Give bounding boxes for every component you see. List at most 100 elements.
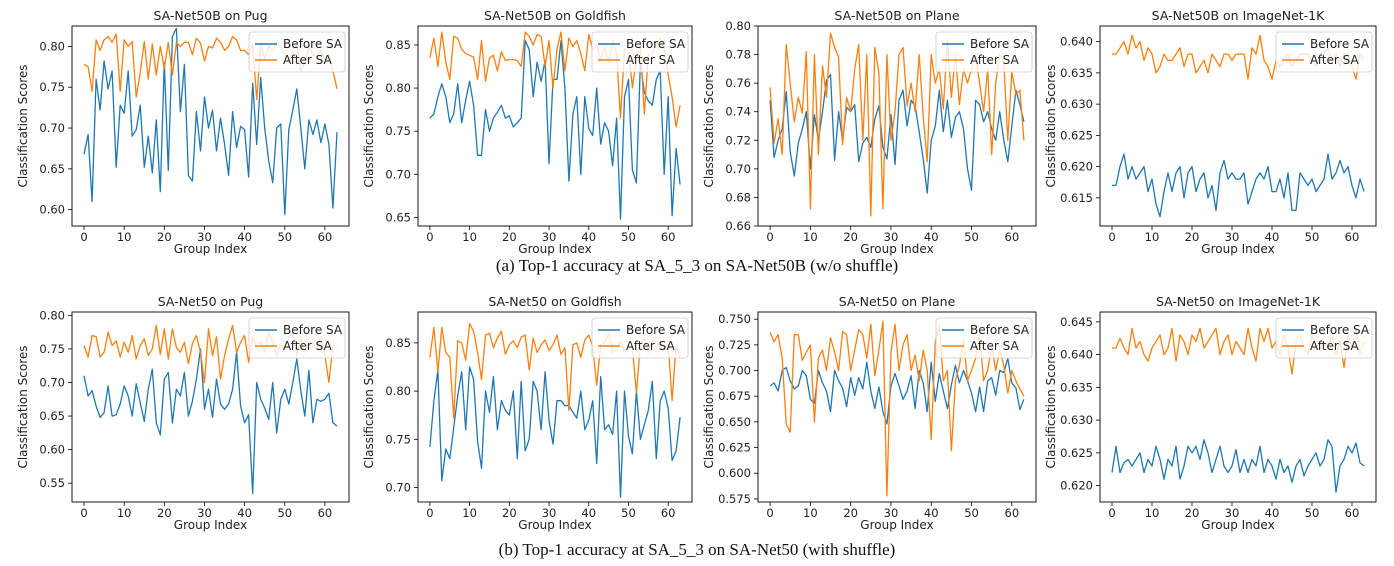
y-axis-label: Classification Scores xyxy=(702,64,716,187)
y-axis-label: Classification Scores xyxy=(362,64,376,187)
x-tick-label: 20 xyxy=(1185,230,1200,244)
y-tick-label: 0.70 xyxy=(385,167,411,181)
plot-frame xyxy=(1099,311,1377,503)
x-tick-label: 0 xyxy=(80,230,87,244)
x-tick-label: 10 xyxy=(462,506,477,520)
x-tick-label: 10 xyxy=(1145,506,1160,520)
series-line-before-sa xyxy=(769,357,1025,425)
legend: Before SA After SA xyxy=(248,317,346,359)
y-tick-label: 0.640 xyxy=(1060,348,1093,362)
x-tick-label: 0 xyxy=(1108,506,1115,520)
x-tick-label: 0 xyxy=(766,230,773,244)
x-tick-label: 50 xyxy=(1305,506,1320,520)
x-tick-label: 60 xyxy=(661,506,676,520)
x-tick-label: 20 xyxy=(1185,506,1200,520)
x-tick-label: 20 xyxy=(157,506,172,520)
series-line-before-sa xyxy=(83,348,338,494)
chart-panel-2: SA-Net50B on Plane 0 10 20 30 40 50 60 0.66 0.68 0… xyxy=(702,8,1037,256)
chart-title: SA-Net50 on ImageNet-1K xyxy=(1156,294,1321,309)
legend-box xyxy=(591,31,689,73)
y-tick-label: 0.75 xyxy=(385,432,411,446)
chart-panel-1: SA-Net50B on Goldfish 0 10 20 30 40 50 60 0.65 0.… xyxy=(362,8,693,256)
x-tick-label: 0 xyxy=(426,230,433,244)
plot-frame xyxy=(757,311,1037,503)
x-tick-label: 30 xyxy=(197,230,212,244)
x-tick-label: 50 xyxy=(621,230,636,244)
y-tick-label: 0.60 xyxy=(39,203,65,217)
y-tick-label: 0.620 xyxy=(1060,160,1093,174)
y-tick-label: 0.60 xyxy=(39,443,65,457)
plot-frame xyxy=(757,25,1037,227)
y-tick-label: 0.70 xyxy=(725,162,751,176)
x-tick-label: 10 xyxy=(1145,230,1160,244)
legend-label-before-sa: Before SA xyxy=(283,323,343,337)
legend-box xyxy=(1275,317,1373,359)
y-tick-label: 0.76 xyxy=(725,76,751,90)
legend-label-before-sa: Before SA xyxy=(970,323,1030,337)
y-axis-label: Classification Scores xyxy=(362,345,376,468)
y-tick-label: 0.68 xyxy=(725,190,751,204)
y-tick-label: 0.620 xyxy=(1060,479,1093,493)
y-axis-label: Classification Scores xyxy=(16,64,30,187)
x-tick-label: 50 xyxy=(621,506,636,520)
chart-title: SA-Net50B on Goldfish xyxy=(484,8,626,23)
x-tick-label: 60 xyxy=(1005,230,1020,244)
x-tick-label: 10 xyxy=(117,506,132,520)
y-tick-label: 0.625 xyxy=(718,441,751,455)
legend: Before SA After SA xyxy=(591,31,689,73)
legend: Before SA After SA xyxy=(248,31,346,73)
x-tick-label: 50 xyxy=(277,506,292,520)
chart-panel-4: SA-Net50 on Pug 0 10 20 30 40 50 60 0.55 0.60 0.65… xyxy=(16,294,350,532)
y-tick-label: 0.650 xyxy=(718,415,751,429)
x-tick-label: 40 xyxy=(924,506,939,520)
legend: Before SA After SA xyxy=(935,317,1033,359)
y-tick-label: 0.750 xyxy=(718,312,751,326)
legend-box xyxy=(248,31,346,73)
legend-label-before-sa: Before SA xyxy=(970,37,1030,51)
y-tick-label: 0.675 xyxy=(718,389,751,403)
x-axis-label: Group Index xyxy=(1201,518,1274,532)
chart-panel-7: SA-Net50 on ImageNet-1K 0 10 20 30 40 50 60 0.62… xyxy=(1044,294,1377,532)
x-tick-label: 50 xyxy=(964,230,979,244)
x-tick-label: 20 xyxy=(502,230,517,244)
x-tick-label: 30 xyxy=(884,506,899,520)
series-line-before-sa xyxy=(429,366,681,498)
series-line-after-sa xyxy=(429,322,681,419)
y-tick-label: 0.65 xyxy=(385,210,411,224)
x-axis-label: Group Index xyxy=(860,242,933,256)
series-line-before-sa xyxy=(1111,439,1365,493)
chart-title: SA-Net50B on Pug xyxy=(153,8,267,23)
chart-panel-5: SA-Net50 on Goldfish 0 10 20 30 40 50 60 0.70 0.7… xyxy=(362,294,693,532)
x-tick-label: 20 xyxy=(157,230,172,244)
chart-title: SA-Net50B on Plane xyxy=(834,8,959,23)
series-line-before-sa xyxy=(1112,153,1365,218)
x-tick-label: 40 xyxy=(1265,506,1280,520)
y-tick-label: 0.615 xyxy=(1060,191,1093,205)
chart-panel-6: SA-Net50 on Plane 0 10 20 30 40 50 60 0.575 0.600… xyxy=(702,294,1037,532)
legend-label-after-sa: After SA xyxy=(283,339,332,353)
x-axis-label: Group Index xyxy=(174,518,247,532)
caption-row-b: (b) Top-1 accuracy at SA_5_3 on SA-Net50… xyxy=(498,540,896,559)
y-tick-label: 0.74 xyxy=(725,105,751,119)
legend-label-after-sa: After SA xyxy=(970,53,1019,67)
x-tick-label: 40 xyxy=(237,506,252,520)
legend: Before SA After SA xyxy=(591,317,689,359)
y-tick-label: 0.645 xyxy=(1060,315,1093,329)
legend-label-after-sa: After SA xyxy=(626,53,675,67)
x-tick-label: 10 xyxy=(803,506,818,520)
plot-frame xyxy=(71,311,350,503)
legend-box xyxy=(1275,31,1373,73)
x-axis-label: Group Index xyxy=(860,518,933,532)
x-tick-label: 30 xyxy=(542,230,557,244)
legend-box xyxy=(591,317,689,359)
legend-label-before-sa: Before SA xyxy=(283,37,343,51)
y-tick-label: 0.66 xyxy=(725,219,751,233)
legend-label-after-sa: After SA xyxy=(1310,339,1359,353)
y-tick-label: 0.78 xyxy=(725,48,751,62)
plot-frame xyxy=(71,25,350,227)
plot-frame xyxy=(417,311,693,503)
chart-title: SA-Net50B on ImageNet-1K xyxy=(1152,8,1325,23)
x-tick-label: 20 xyxy=(502,506,517,520)
x-tick-label: 30 xyxy=(197,506,212,520)
legend-label-after-sa: After SA xyxy=(626,339,675,353)
